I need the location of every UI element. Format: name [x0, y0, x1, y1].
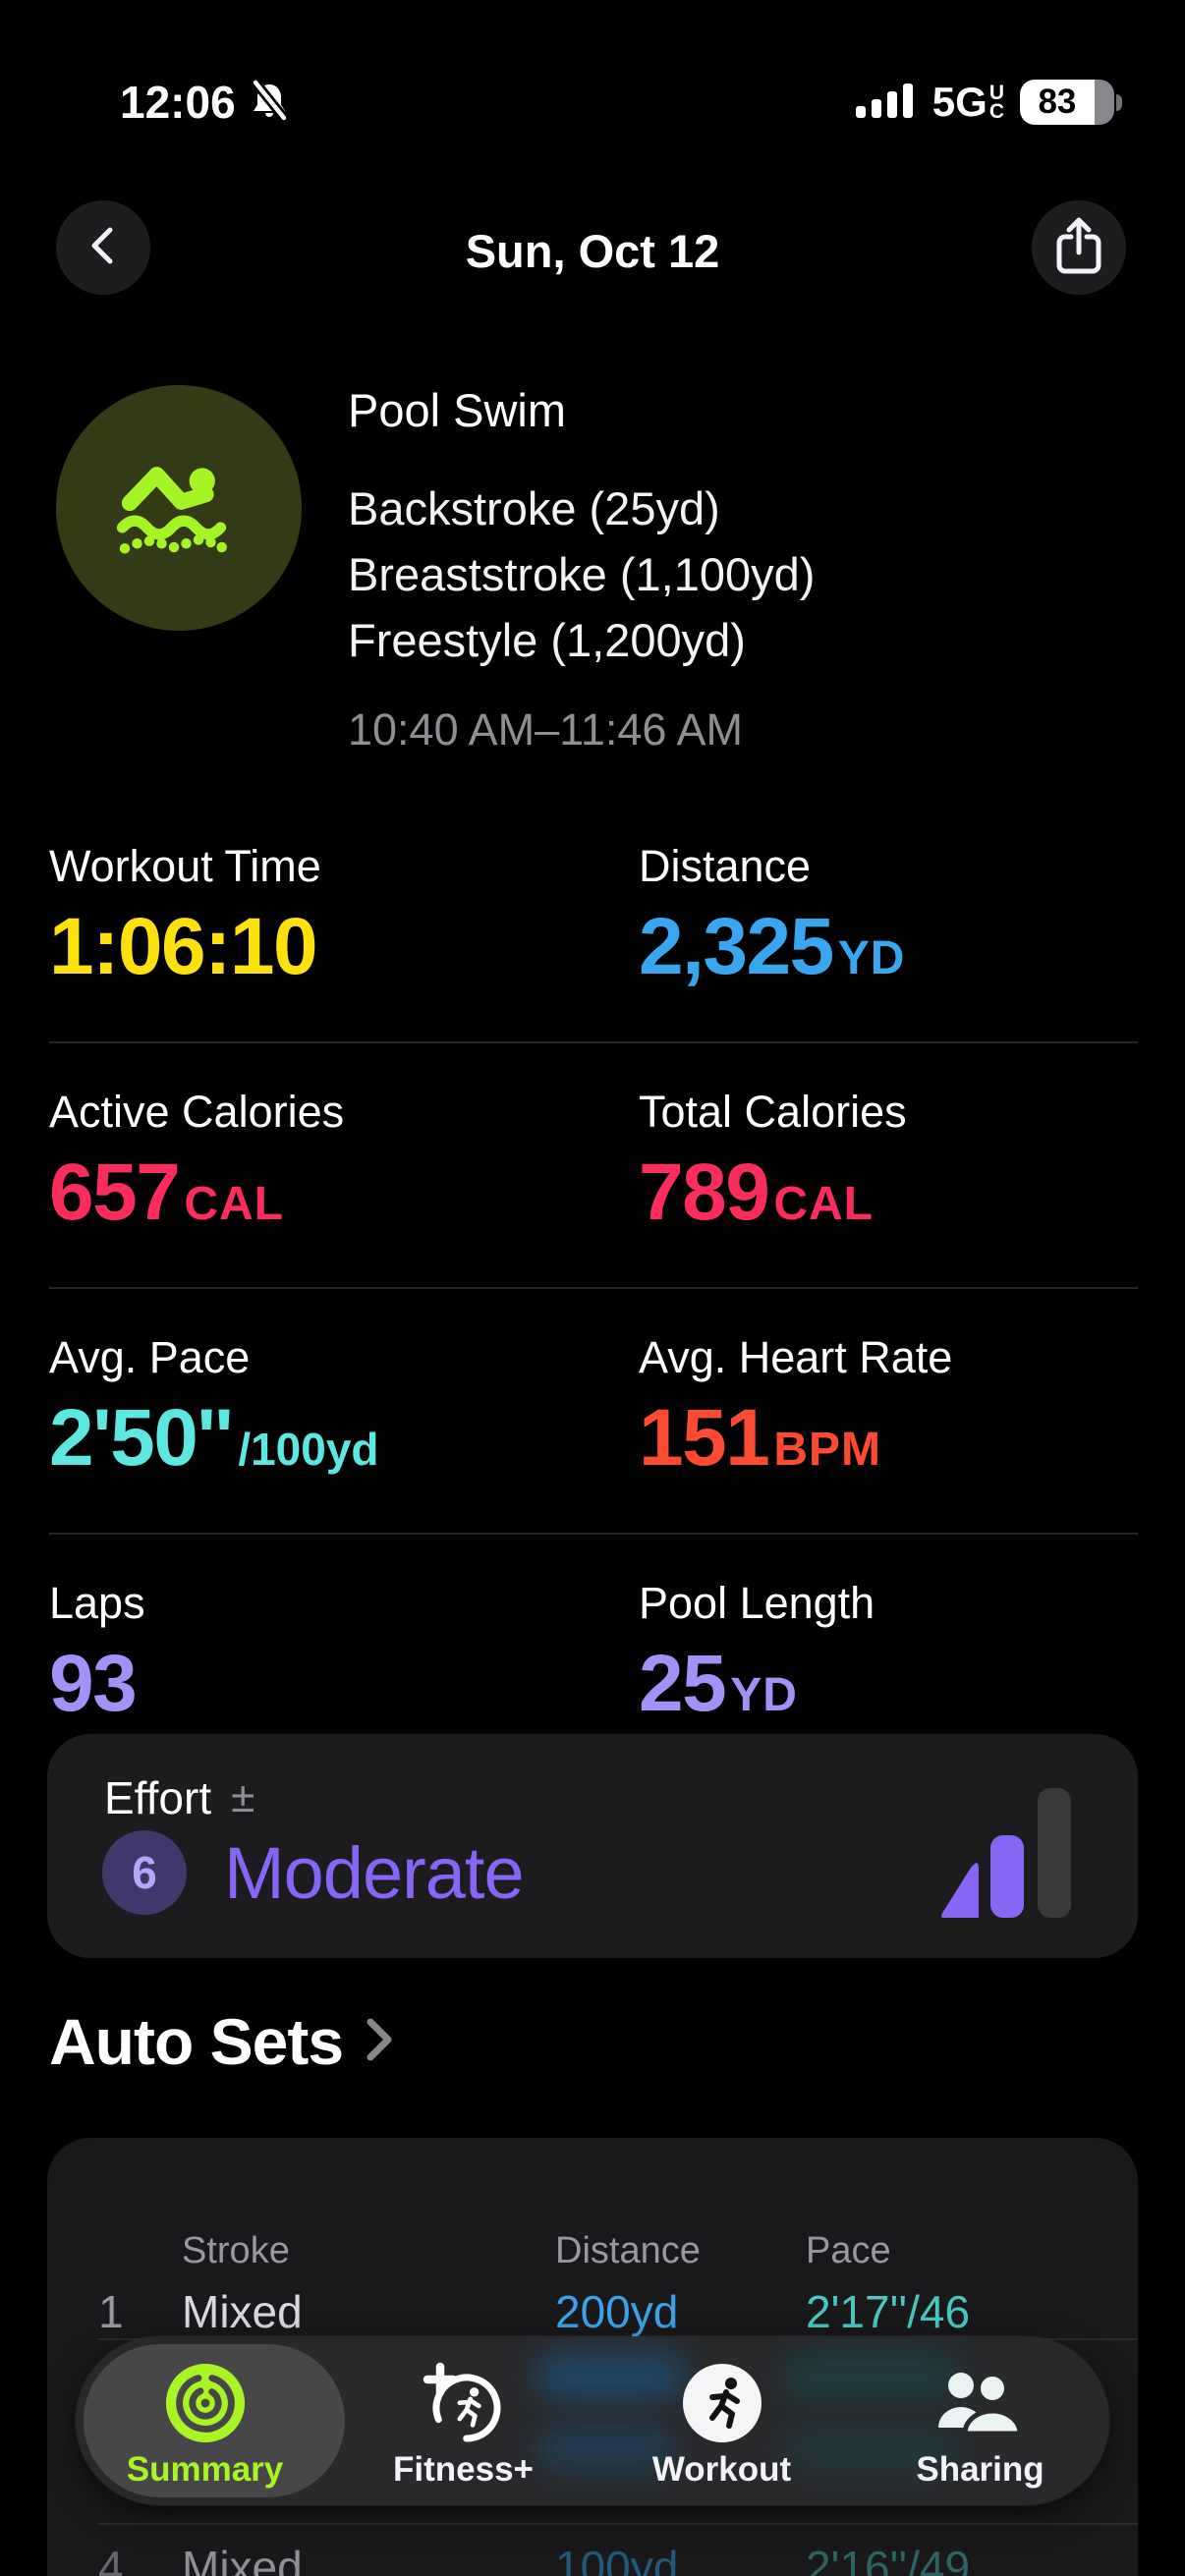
metric-distance: Distance 2,325 YD	[639, 841, 906, 991]
effort-label: Effort	[104, 1772, 212, 1823]
share-button[interactable]	[1032, 200, 1126, 295]
blurred-content	[537, 2352, 685, 2399]
metrics-row: Active Calories 657 CAL Total Calories 78…	[49, 1043, 1138, 1289]
effort-rating: Moderate	[224, 1831, 525, 1914]
navigation-bar: Sun, Oct 12	[0, 200, 1185, 299]
effort-bars-icon	[933, 1774, 1081, 1927]
network-uc-badge: U C	[988, 82, 1004, 123]
tab-bar: Summary Fitness+	[76, 2336, 1109, 2505]
battery-percent: 83	[1038, 83, 1077, 121]
effort-score-badge: 6	[102, 1830, 187, 1915]
stroke-line: Backstroke (25yd)	[348, 482, 720, 534]
metrics-row: Avg. Pace 2'50''/100yd Avg. Heart Rate 1…	[49, 1289, 1138, 1535]
workout-stroke-details: Backstroke (25yd) Breaststroke (1,100yd)…	[348, 476, 815, 673]
tab-sharing[interactable]: Sharing	[851, 2336, 1109, 2505]
tab-label: Summary	[126, 2450, 284, 2489]
status-time: 12:06	[120, 77, 236, 128]
metric-pool-length: Pool Length 25 YD	[639, 1578, 875, 1728]
blurred-content	[537, 2427, 675, 2470]
chevron-left-icon	[84, 223, 123, 273]
blurred-content	[783, 2352, 960, 2399]
workout-time-range: 10:40 AM–11:46 AM	[348, 704, 743, 755]
chevron-right-icon	[365, 2016, 394, 2068]
metric-laps: Laps 93	[49, 1578, 145, 1728]
metric-avg-pace: Avg. Pace 2'50''/100yd	[49, 1332, 379, 1483]
activity-rings-icon	[163, 2358, 248, 2448]
tab-label: Sharing	[916, 2450, 1044, 2489]
metrics-grid: Workout Time 1:06:10 Distance 2,325 YD Ac…	[49, 841, 1138, 1778]
workout-type: Pool Swim	[348, 384, 567, 436]
effort-adjust-icon[interactable]: ±	[231, 1773, 255, 1821]
metrics-row: Workout Time 1:06:10 Distance 2,325 YD	[49, 841, 1138, 1043]
workout-runner-icon	[682, 2358, 762, 2448]
back-button[interactable]	[56, 200, 150, 295]
share-icon	[1053, 215, 1104, 281]
page-title: Sun, Oct 12	[465, 225, 720, 277]
metric-active-calories: Active Calories 657 CAL	[49, 1087, 345, 1237]
metric-avg-heart-rate: Avg. Heart Rate 151 BPM	[639, 1332, 953, 1483]
tab-summary[interactable]: Summary	[76, 2336, 334, 2505]
people-icon	[934, 2358, 1027, 2448]
tab-label: Fitness+	[393, 2450, 534, 2489]
tab-workout[interactable]: Workout	[592, 2336, 851, 2505]
network-indicator: 5G U C	[931, 79, 1004, 125]
metric-workout-time: Workout Time 1:06:10	[49, 841, 321, 991]
divider	[98, 2523, 1138, 2525]
auto-sets-header[interactable]: Auto Sets	[49, 2004, 394, 2079]
auto-sets-title: Auto Sets	[49, 2005, 344, 2078]
status-bar: 12:06 5G	[0, 61, 1185, 143]
tab-label: Workout	[651, 2450, 792, 2489]
bell-slash-icon	[248, 79, 291, 127]
battery-indicator: 83	[1020, 80, 1122, 125]
metrics-row: Laps 93 Pool Length 25 YD	[49, 1535, 1138, 1778]
metric-total-calories: Total Calories 789 CAL	[639, 1087, 907, 1237]
tab-fitness-plus[interactable]: Fitness+	[334, 2336, 592, 2505]
stroke-line: Freestyle (1,200yd)	[348, 614, 746, 666]
effort-card[interactable]: Effort ± 6 Moderate	[47, 1734, 1138, 1958]
swim-workout-icon	[56, 385, 302, 631]
stroke-line: Breaststroke (1,100yd)	[348, 548, 816, 600]
fitness-plus-icon	[419, 2358, 509, 2448]
blurred-content	[783, 2427, 960, 2470]
signal-strength-icon	[855, 83, 917, 123]
